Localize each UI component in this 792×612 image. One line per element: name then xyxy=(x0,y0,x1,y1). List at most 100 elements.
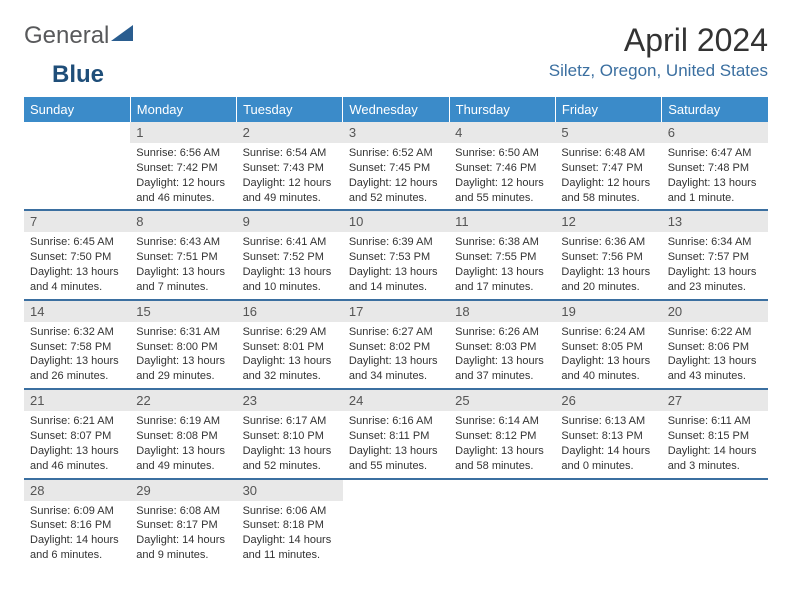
day-number: 29 xyxy=(130,480,236,501)
week-row: 14Sunrise: 6:32 AMSunset: 7:58 PMDayligh… xyxy=(24,300,768,389)
day-details: Sunrise: 6:08 AMSunset: 8:17 PMDaylight:… xyxy=(130,501,236,567)
day-number: 4 xyxy=(449,122,555,143)
day-details: Sunrise: 6:24 AMSunset: 8:05 PMDaylight:… xyxy=(555,322,661,388)
day-details: Sunrise: 6:43 AMSunset: 7:51 PMDaylight:… xyxy=(130,232,236,298)
logo-text-2: Blue xyxy=(52,61,104,88)
day-details: Sunrise: 6:56 AMSunset: 7:42 PMDaylight:… xyxy=(130,143,236,209)
day-details: Sunrise: 6:34 AMSunset: 7:57 PMDaylight:… xyxy=(662,232,768,298)
day-number: 26 xyxy=(555,390,661,411)
day-number: 1 xyxy=(130,122,236,143)
day-cell: 16Sunrise: 6:29 AMSunset: 8:01 PMDayligh… xyxy=(237,300,343,389)
day-header: Thursday xyxy=(449,97,555,122)
day-number: 22 xyxy=(130,390,236,411)
day-number: 11 xyxy=(449,211,555,232)
month-title: April 2024 xyxy=(549,22,768,59)
title-block: April 2024 Siletz, Oregon, United States xyxy=(549,22,768,81)
day-number: 19 xyxy=(555,301,661,322)
day-number: 6 xyxy=(662,122,768,143)
day-number xyxy=(343,480,449,501)
day-header-row: SundayMondayTuesdayWednesdayThursdayFrid… xyxy=(24,97,768,122)
day-details: Sunrise: 6:17 AMSunset: 8:10 PMDaylight:… xyxy=(237,411,343,477)
day-header: Friday xyxy=(555,97,661,122)
day-details: Sunrise: 6:36 AMSunset: 7:56 PMDaylight:… xyxy=(555,232,661,298)
day-number: 28 xyxy=(24,480,130,501)
day-number xyxy=(24,122,130,143)
day-cell xyxy=(555,479,661,567)
day-details: Sunrise: 6:41 AMSunset: 7:52 PMDaylight:… xyxy=(237,232,343,298)
week-row: 28Sunrise: 6:09 AMSunset: 8:16 PMDayligh… xyxy=(24,479,768,567)
day-details: Sunrise: 6:11 AMSunset: 8:15 PMDaylight:… xyxy=(662,411,768,477)
day-cell xyxy=(343,479,449,567)
day-details: Sunrise: 6:09 AMSunset: 8:16 PMDaylight:… xyxy=(24,501,130,567)
day-cell: 10Sunrise: 6:39 AMSunset: 7:53 PMDayligh… xyxy=(343,210,449,299)
day-cell: 13Sunrise: 6:34 AMSunset: 7:57 PMDayligh… xyxy=(662,210,768,299)
day-cell: 7Sunrise: 6:45 AMSunset: 7:50 PMDaylight… xyxy=(24,210,130,299)
day-details: Sunrise: 6:45 AMSunset: 7:50 PMDaylight:… xyxy=(24,232,130,298)
day-cell: 4Sunrise: 6:50 AMSunset: 7:46 PMDaylight… xyxy=(449,122,555,210)
day-details: Sunrise: 6:47 AMSunset: 7:48 PMDaylight:… xyxy=(662,143,768,209)
day-details: Sunrise: 6:16 AMSunset: 8:11 PMDaylight:… xyxy=(343,411,449,477)
day-number: 24 xyxy=(343,390,449,411)
day-number: 2 xyxy=(237,122,343,143)
day-number: 30 xyxy=(237,480,343,501)
day-cell: 22Sunrise: 6:19 AMSunset: 8:08 PMDayligh… xyxy=(130,389,236,478)
day-details: Sunrise: 6:26 AMSunset: 8:03 PMDaylight:… xyxy=(449,322,555,388)
day-number: 20 xyxy=(662,301,768,322)
day-number: 10 xyxy=(343,211,449,232)
day-cell: 5Sunrise: 6:48 AMSunset: 7:47 PMDaylight… xyxy=(555,122,661,210)
day-cell: 19Sunrise: 6:24 AMSunset: 8:05 PMDayligh… xyxy=(555,300,661,389)
day-details: Sunrise: 6:32 AMSunset: 7:58 PMDaylight:… xyxy=(24,322,130,388)
day-number: 3 xyxy=(343,122,449,143)
week-row: 7Sunrise: 6:45 AMSunset: 7:50 PMDaylight… xyxy=(24,210,768,299)
calendar-table: SundayMondayTuesdayWednesdayThursdayFrid… xyxy=(24,97,768,567)
week-row: 1Sunrise: 6:56 AMSunset: 7:42 PMDaylight… xyxy=(24,122,768,210)
day-cell xyxy=(662,479,768,567)
day-cell: 3Sunrise: 6:52 AMSunset: 7:45 PMDaylight… xyxy=(343,122,449,210)
day-details: Sunrise: 6:29 AMSunset: 8:01 PMDaylight:… xyxy=(237,322,343,388)
week-row: 21Sunrise: 6:21 AMSunset: 8:07 PMDayligh… xyxy=(24,389,768,478)
day-cell: 23Sunrise: 6:17 AMSunset: 8:10 PMDayligh… xyxy=(237,389,343,478)
day-number: 17 xyxy=(343,301,449,322)
day-number: 23 xyxy=(237,390,343,411)
day-details: Sunrise: 6:22 AMSunset: 8:06 PMDaylight:… xyxy=(662,322,768,388)
day-cell: 14Sunrise: 6:32 AMSunset: 7:58 PMDayligh… xyxy=(24,300,130,389)
day-cell: 30Sunrise: 6:06 AMSunset: 8:18 PMDayligh… xyxy=(237,479,343,567)
day-cell: 6Sunrise: 6:47 AMSunset: 7:48 PMDaylight… xyxy=(662,122,768,210)
day-header: Saturday xyxy=(662,97,768,122)
day-details: Sunrise: 6:54 AMSunset: 7:43 PMDaylight:… xyxy=(237,143,343,209)
day-cell: 28Sunrise: 6:09 AMSunset: 8:16 PMDayligh… xyxy=(24,479,130,567)
day-number: 12 xyxy=(555,211,661,232)
day-number xyxy=(662,480,768,501)
day-cell: 12Sunrise: 6:36 AMSunset: 7:56 PMDayligh… xyxy=(555,210,661,299)
day-cell: 29Sunrise: 6:08 AMSunset: 8:17 PMDayligh… xyxy=(130,479,236,567)
day-number: 13 xyxy=(662,211,768,232)
day-number xyxy=(449,480,555,501)
day-cell xyxy=(24,122,130,210)
day-details: Sunrise: 6:38 AMSunset: 7:55 PMDaylight:… xyxy=(449,232,555,298)
day-number: 9 xyxy=(237,211,343,232)
day-details: Sunrise: 6:48 AMSunset: 7:47 PMDaylight:… xyxy=(555,143,661,209)
day-details: Sunrise: 6:52 AMSunset: 7:45 PMDaylight:… xyxy=(343,143,449,209)
calendar-body: 1Sunrise: 6:56 AMSunset: 7:42 PMDaylight… xyxy=(24,122,768,567)
day-details: Sunrise: 6:13 AMSunset: 8:13 PMDaylight:… xyxy=(555,411,661,477)
day-details: Sunrise: 6:21 AMSunset: 8:07 PMDaylight:… xyxy=(24,411,130,477)
day-header: Sunday xyxy=(24,97,130,122)
day-cell: 2Sunrise: 6:54 AMSunset: 7:43 PMDaylight… xyxy=(237,122,343,210)
day-cell: 26Sunrise: 6:13 AMSunset: 8:13 PMDayligh… xyxy=(555,389,661,478)
location: Siletz, Oregon, United States xyxy=(549,61,768,81)
logo-triangle-icon xyxy=(111,22,137,50)
day-details: Sunrise: 6:50 AMSunset: 7:46 PMDaylight:… xyxy=(449,143,555,209)
day-number: 21 xyxy=(24,390,130,411)
day-header: Wednesday xyxy=(343,97,449,122)
day-cell: 27Sunrise: 6:11 AMSunset: 8:15 PMDayligh… xyxy=(662,389,768,478)
day-number: 7 xyxy=(24,211,130,232)
day-cell: 18Sunrise: 6:26 AMSunset: 8:03 PMDayligh… xyxy=(449,300,555,389)
day-cell: 8Sunrise: 6:43 AMSunset: 7:51 PMDaylight… xyxy=(130,210,236,299)
day-header: Tuesday xyxy=(237,97,343,122)
logo-text-1: General xyxy=(24,22,109,50)
logo: General xyxy=(24,22,139,50)
day-details: Sunrise: 6:39 AMSunset: 7:53 PMDaylight:… xyxy=(343,232,449,298)
day-number xyxy=(555,480,661,501)
day-details: Sunrise: 6:31 AMSunset: 8:00 PMDaylight:… xyxy=(130,322,236,388)
day-cell: 17Sunrise: 6:27 AMSunset: 8:02 PMDayligh… xyxy=(343,300,449,389)
